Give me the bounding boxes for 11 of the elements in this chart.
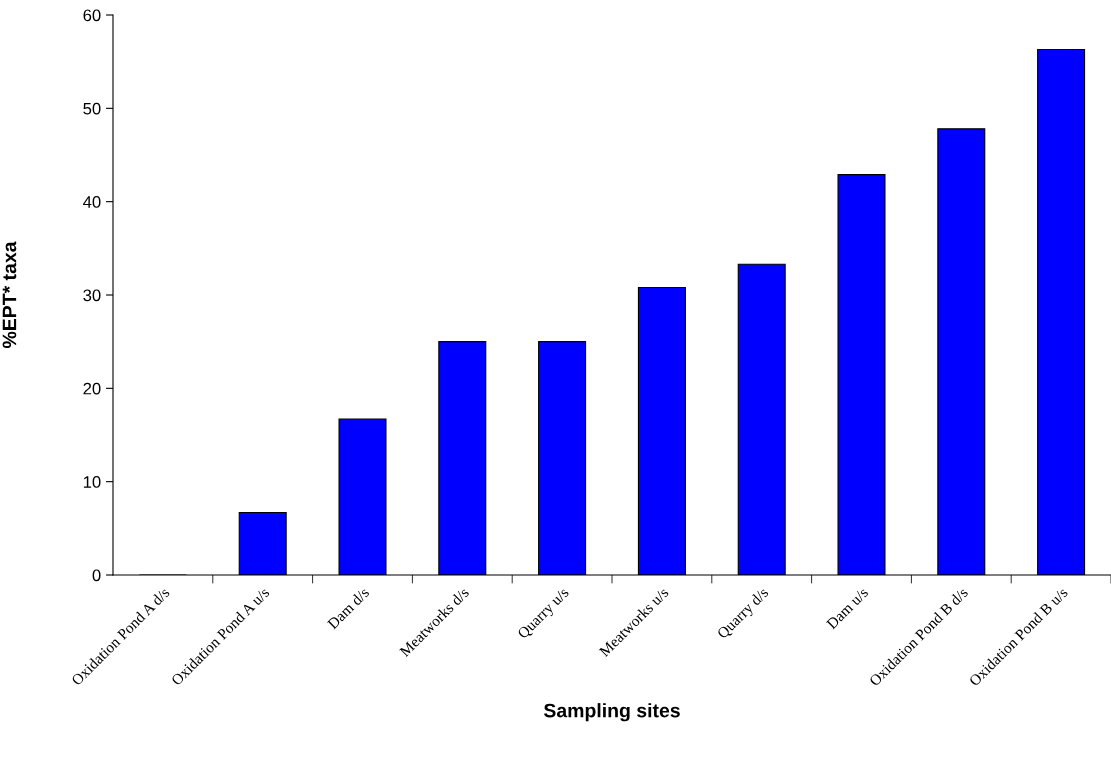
y-tick-label: 50 bbox=[83, 102, 101, 115]
y-tick-label: 0 bbox=[92, 569, 101, 582]
x-tick-label: Dam u/s bbox=[825, 586, 869, 630]
y-tick-label: 40 bbox=[83, 196, 101, 208]
y-tick-label: 10 bbox=[83, 476, 101, 488]
y-tick-label: 30 bbox=[83, 289, 101, 302]
y-tick-label: 20 bbox=[83, 382, 101, 395]
y-tick-label: 60 bbox=[83, 9, 101, 22]
x-tick-label: Dam d/s bbox=[326, 586, 370, 630]
y-axis-title: %EPT* taxa bbox=[2, 241, 17, 349]
x-axis-title: Sampling sites bbox=[543, 703, 680, 722]
